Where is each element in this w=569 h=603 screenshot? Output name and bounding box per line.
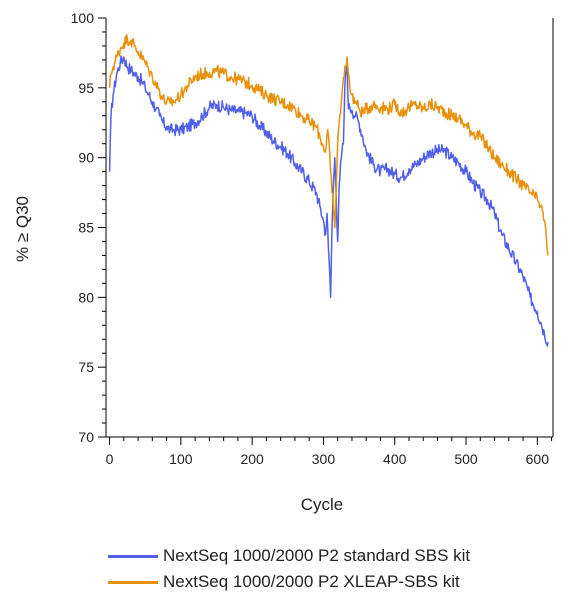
legend-item-standard: NextSeq 1000/2000 P2 standard SBS kit (108, 543, 470, 569)
y-tick-label: 85 (78, 220, 94, 236)
y-tick-label: 100 (71, 10, 95, 26)
series-line-1 (108, 34, 549, 256)
x-axis-ticks: 0 100 200 300 400 500 600 (106, 437, 553, 467)
legend: NextSeq 1000/2000 P2 standard SBS kit Ne… (108, 543, 470, 595)
x-tick-label: 500 (454, 451, 478, 467)
x-tick-label: 600 (526, 451, 550, 467)
y-tick-label: 80 (78, 289, 94, 305)
x-tick-label: 200 (240, 451, 264, 467)
x-tick-label: 300 (312, 451, 336, 467)
series-line-0 (108, 55, 549, 347)
y-tick-label: 95 (78, 80, 94, 96)
legend-item-xleap: NextSeq 1000/2000 P2 XLEAP-SBS kit (108, 569, 470, 595)
legend-label-xleap: NextSeq 1000/2000 P2 XLEAP-SBS kit (163, 572, 460, 591)
legend-label-standard: NextSeq 1000/2000 P2 standard SBS kit (163, 546, 471, 565)
x-axis-title: Cycle (301, 495, 344, 514)
y-tick-label: 70 (78, 429, 94, 445)
x-tick-label: 400 (383, 451, 407, 467)
plot-area (105, 18, 554, 438)
legend-swatch-xleap (108, 580, 158, 584)
x-tick-label: 0 (106, 451, 114, 467)
y-axis-title: % ≥ Q30 (13, 196, 32, 262)
x-tick-label: 100 (169, 451, 193, 467)
y-tick-label: 90 (78, 150, 94, 166)
y-axis-ticks: 70 75 80 85 90 95 100 (71, 10, 106, 445)
y-tick-label: 75 (78, 359, 94, 375)
legend-swatch-standard (108, 554, 158, 558)
